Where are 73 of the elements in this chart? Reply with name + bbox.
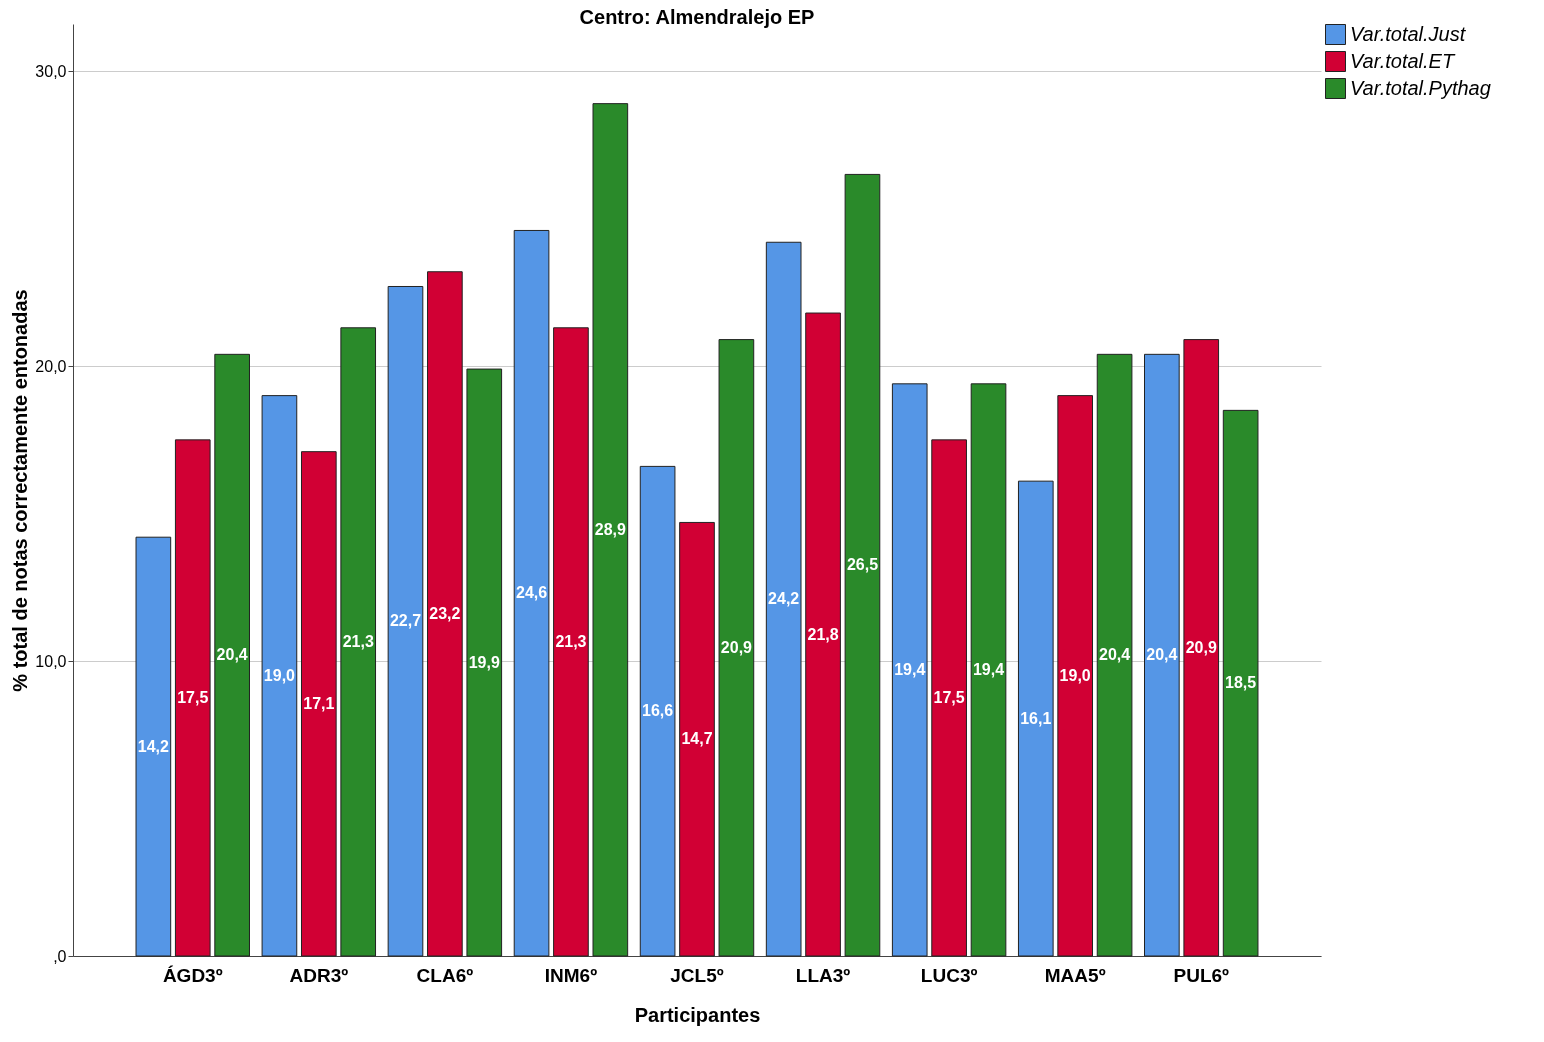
bar xyxy=(1183,339,1220,957)
bar xyxy=(592,103,629,957)
data-label: 20,9 xyxy=(720,638,753,656)
bar xyxy=(931,439,967,957)
data-label: 14,2 xyxy=(137,737,170,755)
data-label: 19,0 xyxy=(1059,666,1091,684)
bar xyxy=(300,451,337,957)
y-tick-label: 20,0 xyxy=(35,357,67,375)
y-axis-title: % total de notas correctamente entonadas xyxy=(9,289,32,692)
data-label: 14,7 xyxy=(681,730,713,748)
bar xyxy=(466,368,503,957)
data-label: 21,3 xyxy=(555,632,587,650)
y-tick-label: 30,0 xyxy=(35,62,67,80)
data-label: 16,1 xyxy=(1020,709,1052,727)
bar xyxy=(805,312,841,957)
bar xyxy=(639,465,676,957)
data-label: 20,4 xyxy=(1146,646,1178,664)
bar xyxy=(174,439,211,957)
bar xyxy=(1096,353,1133,957)
bar xyxy=(970,383,1007,957)
x-tick-label: INM6º xyxy=(544,964,598,986)
data-label: 17,1 xyxy=(303,694,335,712)
bar xyxy=(844,173,881,957)
x-tick-label: MAA5º xyxy=(1044,964,1106,986)
bar xyxy=(1057,395,1094,957)
x-tick-label: LLA3º xyxy=(795,964,851,986)
y-tick-label: ,0 xyxy=(53,947,67,965)
data-label: 26,5 xyxy=(846,556,879,574)
x-tick-label: JCL5º xyxy=(670,964,724,986)
bar xyxy=(214,353,250,957)
data-label: 28,9 xyxy=(594,520,627,538)
x-tick-label: CLA6º xyxy=(416,964,474,986)
bar xyxy=(553,327,589,957)
bar xyxy=(261,395,298,957)
bar xyxy=(718,339,755,957)
bar xyxy=(765,241,802,957)
x-tick-label: ÁGD3º xyxy=(162,964,223,986)
bar xyxy=(513,229,550,957)
data-label: 23,2 xyxy=(429,604,461,622)
data-label: 24,2 xyxy=(768,590,800,608)
data-label: 19,4 xyxy=(972,660,1005,678)
bar xyxy=(891,383,928,957)
data-label: 20,4 xyxy=(216,646,248,664)
data-label: 21,3 xyxy=(342,632,374,650)
data-label: 20,4 xyxy=(1099,646,1131,664)
data-label: 18,5 xyxy=(1225,674,1257,692)
legend-label: Var.total.ET xyxy=(1350,49,1456,72)
bar xyxy=(1017,480,1054,957)
chart-title: Centro: Almendralejo EP xyxy=(579,6,815,28)
data-label: 17,5 xyxy=(933,688,965,706)
bar xyxy=(387,285,424,957)
data-label: 16,6 xyxy=(642,702,674,720)
y-tick-label: 10,0 xyxy=(35,652,67,670)
legend-label: Var.total.Just xyxy=(1350,22,1467,45)
x-axis-title: Participantes xyxy=(634,1003,761,1026)
data-label: 19,0 xyxy=(263,666,296,684)
x-tick-label: PUL6º xyxy=(1173,964,1230,986)
data-label: 22,7 xyxy=(389,612,422,630)
bar xyxy=(679,521,715,957)
x-tick-label: ADR3º xyxy=(289,964,349,986)
bar xyxy=(427,271,463,957)
bar xyxy=(1222,409,1259,957)
data-label: 19,4 xyxy=(894,660,926,678)
legend-label: Var.total.Pythag xyxy=(1350,76,1491,99)
data-label: 20,9 xyxy=(1185,638,1217,656)
bar xyxy=(135,536,172,957)
bar xyxy=(1144,353,1180,957)
x-tick-label: LUC3º xyxy=(920,964,978,986)
data-label: 19,9 xyxy=(468,653,500,671)
data-label: 17,5 xyxy=(177,688,209,706)
data-label: 21,8 xyxy=(807,625,839,643)
bar xyxy=(340,327,377,957)
data-label: 24,6 xyxy=(515,584,548,602)
